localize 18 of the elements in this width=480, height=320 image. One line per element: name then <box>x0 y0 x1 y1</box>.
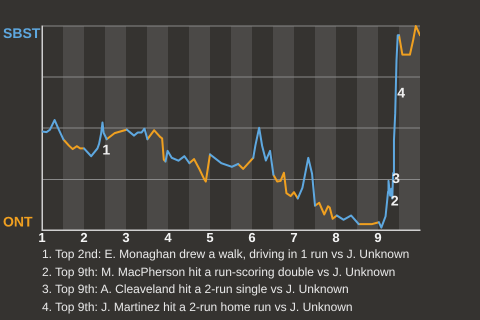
x-tick-label: 5 <box>206 230 214 245</box>
text: ONT <box>3 213 33 230</box>
text: SBST <box>3 24 41 41</box>
text: 4. Top 9th: J. Martinez hit a 2-run home run vs J. Unknown <box>42 298 354 316</box>
annotation: 2 <box>390 192 399 209</box>
x-tick-label: 7 <box>290 230 298 245</box>
x-tick-label: 1 <box>38 230 46 245</box>
text: 1. Top 2nd: E. Monaghan drew a walk, driving in 1 run vs J. Unknown <box>42 246 410 263</box>
x-tick-label: 2 <box>80 230 88 245</box>
text: 3. Top 9th: A. Cleaveland hit a 2-run single vs J. Unknown <box>42 281 350 298</box>
annotation: 1 <box>102 142 110 158</box>
text: 2. Top 9th: M. MacPherson hit a run-scoring double vs J. Unknown <box>42 264 396 280</box>
x-tick-label: 4 <box>164 230 172 245</box>
x-tick-label: 9 <box>374 230 382 245</box>
x-tick-label: 3 <box>122 230 130 245</box>
x-tick-label: 6 <box>248 230 256 245</box>
x-tick-label: 8 <box>332 230 340 245</box>
annotation: 4 <box>397 84 406 100</box>
